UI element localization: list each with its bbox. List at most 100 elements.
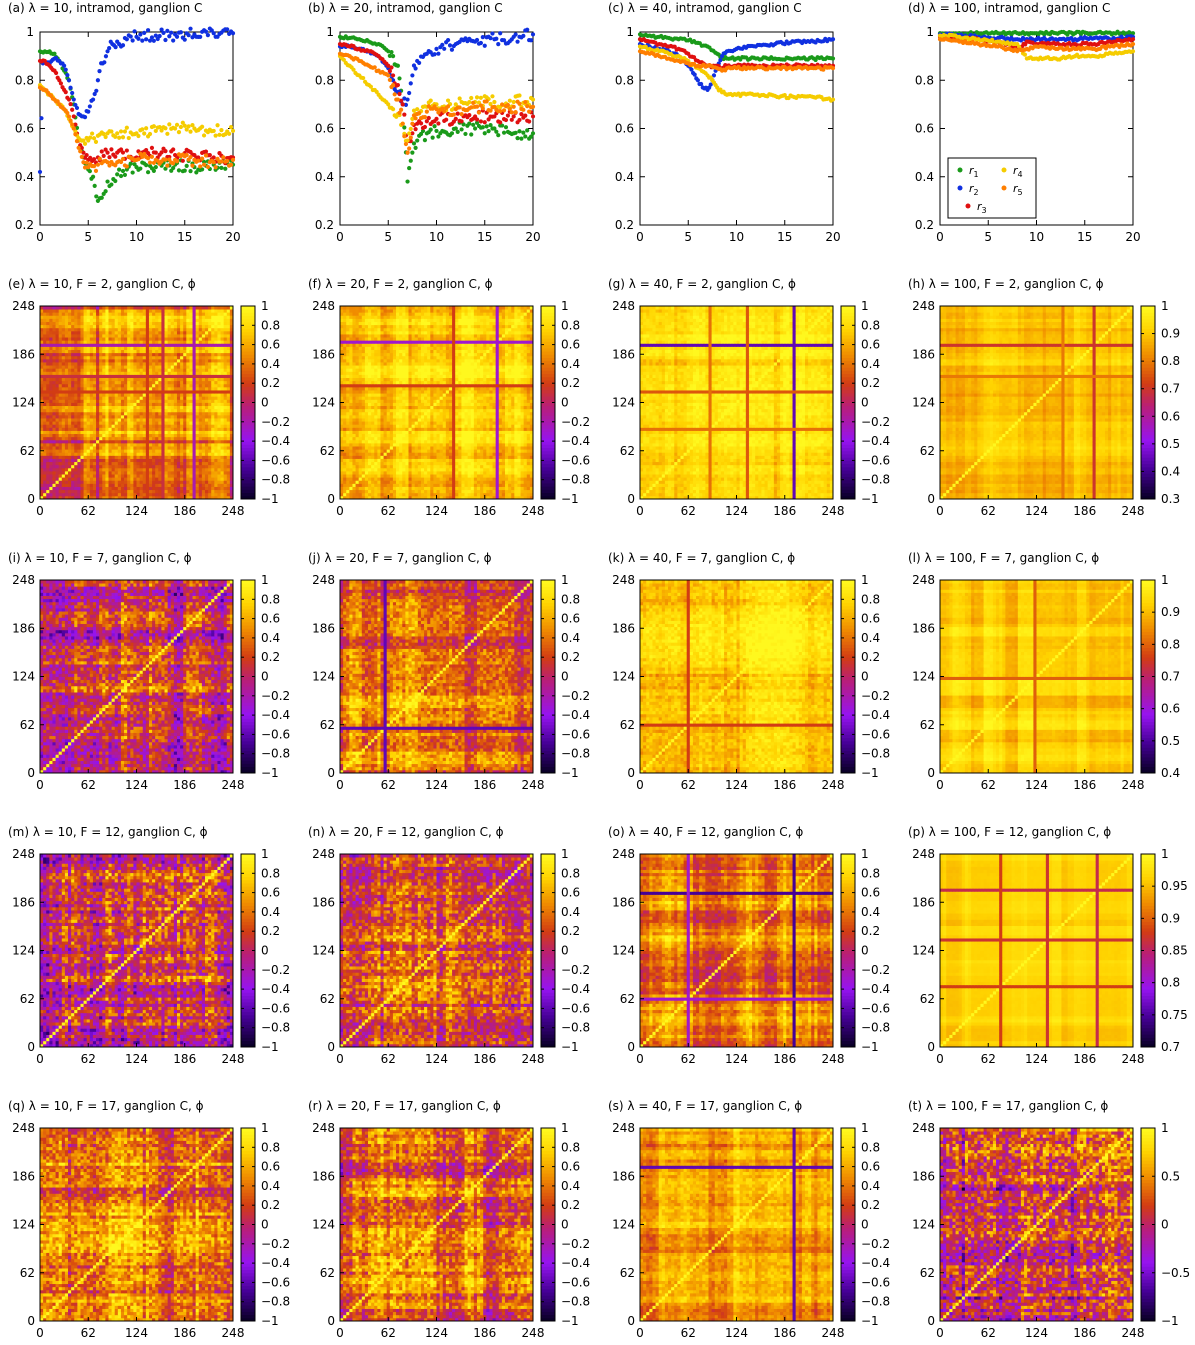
data-point: [225, 27, 229, 31]
x-tick-label: 15: [1077, 230, 1092, 244]
data-point: [72, 126, 76, 130]
data-point: [119, 129, 123, 133]
data-point: [417, 61, 421, 65]
data-point: [391, 54, 395, 58]
panel-title-a: (a) λ = 10, intramod, ganglion C: [8, 1, 202, 15]
y-tick-label: 0.4: [315, 170, 334, 184]
data-point: [65, 73, 69, 77]
data-point: [67, 78, 71, 82]
y-tick-label: 0.4: [15, 170, 34, 184]
data-point: [96, 78, 100, 82]
data-point: [531, 32, 535, 36]
data-point: [154, 151, 158, 155]
data-point: [396, 64, 400, 68]
data-point: [59, 81, 63, 85]
y-tick-label: 0.6: [915, 122, 934, 136]
data-point: [64, 90, 68, 94]
data-point: [91, 175, 95, 179]
plot-frame-b: [340, 32, 533, 225]
data-point: [113, 45, 117, 49]
data-point: [144, 37, 148, 41]
data-point: [97, 69, 101, 73]
data-point: [718, 58, 722, 62]
plot-frame-a: [40, 32, 233, 225]
data-point: [448, 43, 452, 47]
data-point: [121, 43, 125, 47]
data-point: [91, 97, 95, 101]
data-point: [183, 38, 187, 42]
data-point: [142, 31, 146, 35]
data-point: [389, 50, 393, 54]
data-point: [94, 89, 98, 93]
data-point: [179, 30, 183, 34]
y-tick-label: 0.2: [915, 218, 934, 232]
data-point: [72, 97, 76, 101]
x-tick-label: 20: [225, 230, 240, 244]
data-point: [527, 110, 531, 114]
data-point: [407, 166, 411, 170]
data-point: [221, 155, 225, 159]
data-point: [136, 37, 140, 41]
x-tick-label: 5: [384, 230, 392, 244]
y-tick-label: 0.4: [615, 170, 634, 184]
data-point: [188, 130, 192, 134]
data-point: [525, 128, 529, 132]
data-point: [105, 179, 109, 183]
data-point: [125, 126, 129, 130]
data-point: [458, 96, 462, 100]
data-point: [496, 133, 500, 137]
data-point: [469, 132, 473, 136]
data-point: [405, 97, 409, 101]
data-point: [504, 125, 508, 129]
data-point: [446, 38, 450, 42]
data-point: [125, 164, 129, 168]
data-point: [521, 34, 525, 38]
data-point: [64, 68, 68, 72]
data-point: [429, 128, 433, 132]
data-point: [525, 28, 529, 32]
data-point: [434, 117, 438, 121]
data-point: [529, 38, 533, 42]
data-point: [479, 96, 483, 100]
data-point: [498, 120, 502, 124]
data-point: [202, 133, 206, 137]
data-point: [391, 107, 395, 111]
data-point: [67, 97, 71, 101]
data-point: [80, 155, 84, 159]
data-point: [512, 100, 516, 104]
data-point: [185, 164, 189, 168]
data-point: [531, 97, 535, 101]
x-tick-label: 15: [477, 230, 492, 244]
data-point: [88, 169, 92, 173]
data-point: [407, 146, 411, 150]
data-point: [402, 112, 406, 116]
data-point: [481, 106, 485, 110]
data-point: [475, 104, 479, 108]
data-point: [152, 124, 156, 128]
data-point: [481, 125, 485, 129]
data-point: [152, 39, 156, 43]
data-point: [467, 100, 471, 104]
data-point: [396, 97, 400, 101]
data-point: [459, 112, 463, 116]
data-point: [167, 34, 171, 38]
data-point: [471, 101, 475, 105]
data-point: [229, 125, 233, 129]
data-point: [456, 130, 460, 134]
data-point: [831, 97, 835, 101]
data-point: [188, 155, 192, 159]
data-point: [410, 122, 414, 126]
data-point: [129, 162, 133, 166]
data-point: [223, 167, 227, 171]
data-point: [219, 166, 223, 170]
data-point: [515, 40, 519, 44]
data-point: [188, 27, 192, 31]
y-tick-label: 0.8: [315, 73, 334, 87]
data-point: [68, 119, 72, 123]
panel-title-b: (b) λ = 20, intramod, ganglion C: [308, 1, 503, 15]
data-point: [146, 156, 150, 160]
data-point: [475, 38, 479, 42]
data-point: [515, 136, 519, 140]
data-point: [831, 66, 835, 70]
